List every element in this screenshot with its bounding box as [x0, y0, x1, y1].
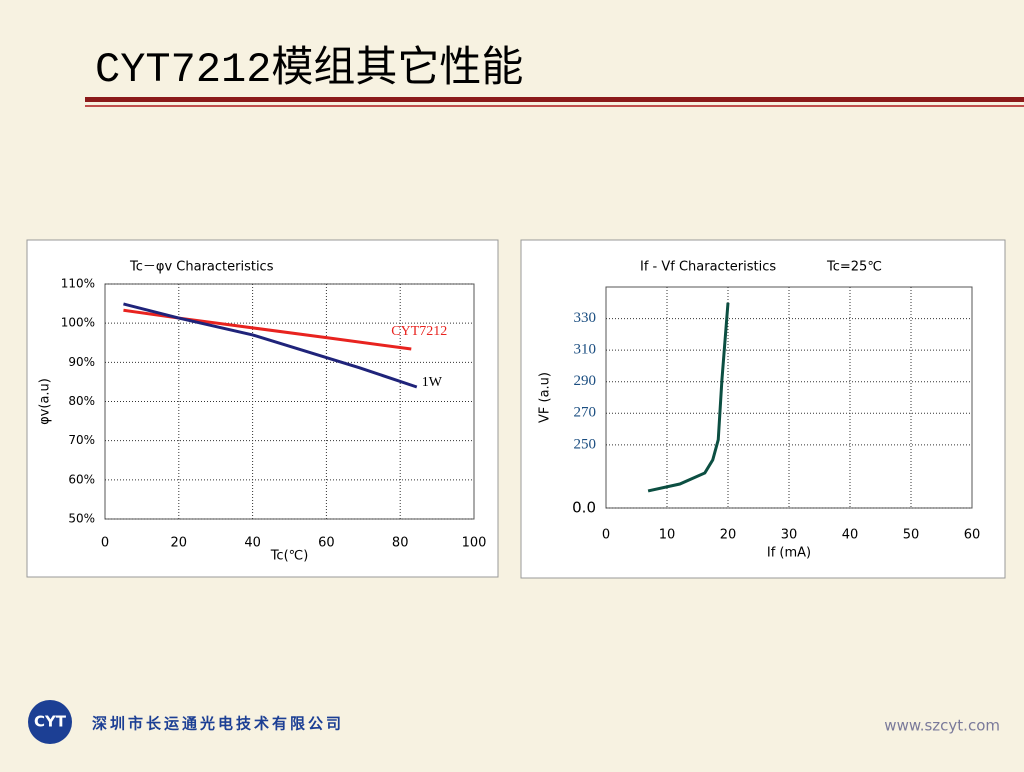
x-axis-label: Tc(℃) — [270, 549, 309, 564]
x-tick-label: 10 — [659, 528, 676, 543]
website: www.szcyt.com — [884, 717, 1000, 735]
y-tick-label: 90% — [68, 355, 95, 369]
chart-title: Tc－φv Characteristics — [129, 260, 274, 275]
y-tick-label: 310 — [574, 342, 597, 358]
y-tick-label: 70% — [68, 433, 95, 447]
title-rule — [85, 97, 1024, 102]
x-tick-label: 40 — [244, 536, 261, 551]
series-line — [123, 308, 412, 351]
x-tick-label: 20 — [171, 536, 188, 551]
x-tick-label: 20 — [720, 528, 737, 543]
x-tick-label: 60 — [318, 536, 335, 551]
company-name: 深圳市长运通光电技术有限公司 — [92, 715, 344, 733]
y-tick-label: 250 — [574, 436, 597, 452]
series-label: 1W — [422, 375, 443, 390]
chart-title: If - Vf Characteristics — [640, 260, 776, 275]
y-tick-label: 100% — [61, 316, 95, 330]
x-tick-label: 0 — [101, 536, 109, 551]
y-tick-label: 60% — [68, 472, 95, 486]
x-tick-label: 50 — [903, 528, 920, 543]
logo-text: CYT — [34, 713, 67, 731]
y-axis-label: VF (a.u) — [538, 372, 553, 423]
series-label: CYT7212 — [391, 324, 447, 339]
x-tick-label: 80 — [392, 536, 409, 551]
y-tick-label: 290 — [574, 373, 597, 389]
x-axis-label: If (mA) — [767, 546, 811, 561]
y-tick-label: 330 — [574, 310, 597, 326]
title-rule-thin — [85, 105, 1024, 107]
logo — [28, 700, 72, 744]
chart-subtitle: Tc=25℃ — [826, 260, 882, 275]
y-tick-label: 80% — [68, 394, 95, 408]
series-line — [123, 302, 418, 389]
x-tick-label: 40 — [842, 528, 859, 543]
slide-title: CYT7212模组其它性能 — [95, 44, 523, 94]
y-tick-label: 110% — [61, 277, 95, 291]
plot-area — [104, 283, 475, 520]
x-tick-label: 30 — [781, 528, 798, 543]
x-tick-label: 0 — [602, 528, 610, 543]
y-axis-label: φv(a.u) — [38, 378, 53, 425]
y-tick-label: 0.0 — [572, 499, 596, 517]
y-tick-label: 50% — [68, 512, 95, 526]
series-line — [647, 302, 730, 493]
x-tick-label: 100 — [462, 536, 487, 551]
y-tick-label: 270 — [574, 405, 597, 421]
x-tick-label: 60 — [964, 528, 981, 543]
